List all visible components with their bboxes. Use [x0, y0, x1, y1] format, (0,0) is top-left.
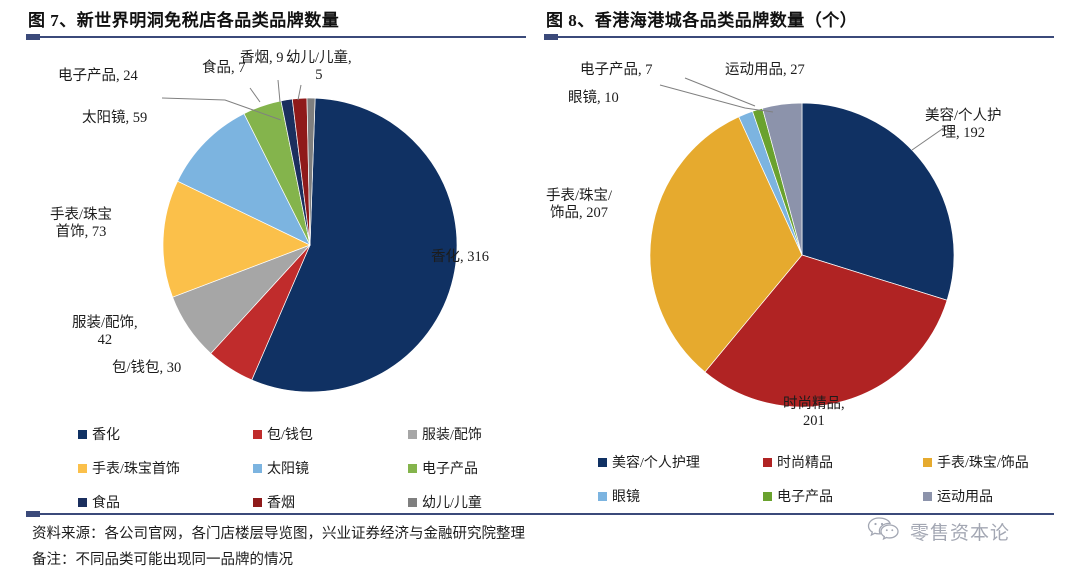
- legend-label: 食品: [92, 496, 120, 511]
- figure-7-label-包钱包: 包/钱包, 30: [112, 360, 182, 376]
- legend-swatch-icon: [408, 429, 417, 439]
- legend-label: 电子产品: [422, 462, 478, 477]
- legend-swatch-icon: [763, 457, 772, 467]
- legend-label: 运动用品: [937, 490, 993, 505]
- legend-label: 香化: [92, 428, 120, 443]
- legend-swatch-icon: [253, 497, 262, 507]
- legend-item-食品[interactable]: 食品: [78, 492, 253, 512]
- legend-label: 太阳镜: [267, 462, 309, 477]
- leader-line: [161, 97, 282, 121]
- legend-swatch-icon: [598, 457, 607, 467]
- legend-item-电子产品[interactable]: 电子产品: [763, 486, 923, 506]
- wechat-icon: [866, 516, 906, 547]
- figure-7-panel: 电子产品, 24 太阳镜, 59 食品, 7 香烟, 9 幼儿/儿童, 5 香化…: [10, 40, 538, 460]
- pie-slice-美容/个人护理[interactable]: [801, 102, 955, 301]
- figure-7-title: 图 7、新世界明洞免税店各品类品牌数量: [28, 11, 340, 30]
- leader-line: [684, 77, 756, 107]
- legend-item-美容个人护理[interactable]: 美容/个人护理: [598, 452, 763, 472]
- figure-8-legend: 美容/个人护理 时尚精品 手表/珠宝/饰品 眼镜 电子产品 运动用品: [598, 452, 1050, 506]
- figure-7-label-香化: 香化, 316: [431, 249, 489, 265]
- watermark: 零售资本论: [866, 516, 1010, 547]
- legend-label: 服装/配饰: [422, 428, 482, 443]
- leader-line: [277, 79, 281, 103]
- figure-7-label-幼儿儿童: 幼儿/儿童, 5: [286, 50, 352, 83]
- figure-7-legend: 香化 包/钱包 服装/配饰 手表/珠宝首饰 太阳镜 电子产品 食品 香烟: [78, 424, 528, 512]
- pie-slice-手表/珠宝/饰品[interactable]: [649, 116, 803, 373]
- legend-item-运动用品[interactable]: 运动用品: [923, 486, 1058, 506]
- legend-swatch-icon: [253, 429, 262, 439]
- legend-label: 美容/个人护理: [612, 456, 700, 471]
- figure-8-pie-chart: [649, 77, 955, 408]
- figure-8-label-眼镜: 眼镜, 10: [568, 90, 619, 106]
- legend-swatch-icon: [78, 463, 87, 473]
- legend-swatch-icon: [408, 497, 417, 507]
- legend-label: 眼镜: [612, 490, 640, 505]
- pie-slice-太阳镜[interactable]: [177, 113, 311, 246]
- figure-8-label-手表珠宝饰品: 手表/珠宝/ 饰品, 207: [546, 188, 613, 221]
- leader-line: [911, 124, 949, 151]
- figure-8-label-电子产品: 电子产品, 7: [580, 62, 653, 78]
- legend-label: 手表/珠宝首饰: [92, 462, 180, 477]
- legend-label: 手表/珠宝/饰品: [937, 456, 1029, 471]
- figure-7-label-服装配饰: 服装/配饰, 42: [72, 315, 138, 348]
- figure-7-label-香烟: 香烟, 9: [240, 50, 284, 66]
- legend-item-包钱包[interactable]: 包/钱包: [253, 424, 408, 444]
- figure-7-pie-chart: [161, 79, 458, 393]
- figure-8-title-rule-cap: [544, 34, 558, 40]
- legend-swatch-icon: [78, 429, 87, 439]
- legend-item-幼儿儿童[interactable]: 幼儿/儿童: [408, 492, 538, 512]
- legend-item-手表珠宝饰品[interactable]: 手表/珠宝/饰品: [923, 452, 1058, 472]
- legend-label: 幼儿/儿童: [422, 496, 482, 511]
- legend-swatch-icon: [253, 463, 262, 473]
- pie-slice-幼儿/儿童[interactable]: [306, 97, 316, 246]
- figure-8-panel: 电子产品, 7 运动用品, 27 眼镜, 10 美容/个人护 理, 192 手表…: [540, 40, 1070, 460]
- figure-7-label-手表珠宝首饰: 手表/珠宝 首饰, 73: [50, 207, 113, 240]
- legend-item-服装配饰[interactable]: 服装/配饰: [408, 424, 538, 444]
- leader-line: [249, 87, 261, 103]
- legend-item-手表珠宝首饰[interactable]: 手表/珠宝首饰: [78, 458, 253, 478]
- figure-7-label-太阳镜: 太阳镜, 59: [82, 110, 148, 126]
- figure-7-title-rule-cap: [26, 34, 40, 40]
- legend-label: 包/钱包: [267, 428, 313, 443]
- footer-rule-cap: [26, 511, 40, 517]
- legend-swatch-icon: [923, 491, 932, 501]
- remark-note: 备注：不同品类可能出现同一品牌的情况: [32, 552, 293, 568]
- legend-item-香化[interactable]: 香化: [78, 424, 253, 444]
- figure-7-label-食品: 食品, 7: [202, 60, 246, 76]
- legend-swatch-icon: [923, 457, 932, 467]
- legend-label: 时尚精品: [777, 456, 833, 471]
- legend-item-电子产品[interactable]: 电子产品: [408, 458, 538, 478]
- legend-item-时尚精品[interactable]: 时尚精品: [763, 452, 923, 472]
- watermark-text: 零售资本论: [910, 523, 1011, 544]
- legend-swatch-icon: [598, 491, 607, 501]
- leader-line: [659, 84, 774, 113]
- legend-swatch-icon: [78, 497, 87, 507]
- legend-item-太阳镜[interactable]: 太阳镜: [253, 458, 408, 478]
- legend-swatch-icon: [408, 463, 417, 473]
- source-note: 资料来源：各公司官网，各门店楼层导览图，兴业证券经济与金融研究院整理: [32, 526, 525, 542]
- figure-8-title-rule: [544, 36, 1054, 38]
- legend-item-香烟[interactable]: 香烟: [253, 492, 408, 512]
- footer-rule: [26, 513, 1054, 515]
- figure-7-title-rule: [26, 36, 526, 38]
- pie-slice-运动用品[interactable]: [761, 102, 803, 256]
- pie-slice-手表/珠宝首饰[interactable]: [162, 180, 311, 298]
- legend-label: 香烟: [267, 496, 295, 511]
- figure-8-title: 图 8、香港海港城各品类品牌数量（个）: [546, 11, 858, 30]
- figure-7-label-电子产品: 电子产品, 24: [58, 68, 138, 84]
- pie-slice-香化[interactable]: [251, 97, 458, 393]
- titles-row: 图 7、新世界明洞免税店各品类品牌数量 图 8、香港海港城各品类品牌数量（个）: [0, 6, 1080, 36]
- legend-item-眼镜[interactable]: 眼镜: [598, 486, 763, 506]
- leader-line: [297, 84, 302, 101]
- pie-slice-时尚精品[interactable]: [704, 254, 948, 408]
- figure-8-label-美容个人护理: 美容/个人护 理, 192: [925, 108, 1002, 141]
- figure-8-label-运动用品: 运动用品, 27: [725, 62, 805, 78]
- legend-label: 电子产品: [777, 490, 833, 505]
- legend-swatch-icon: [763, 491, 772, 501]
- figure-8-label-时尚精品: 时尚精品, 201: [783, 396, 845, 429]
